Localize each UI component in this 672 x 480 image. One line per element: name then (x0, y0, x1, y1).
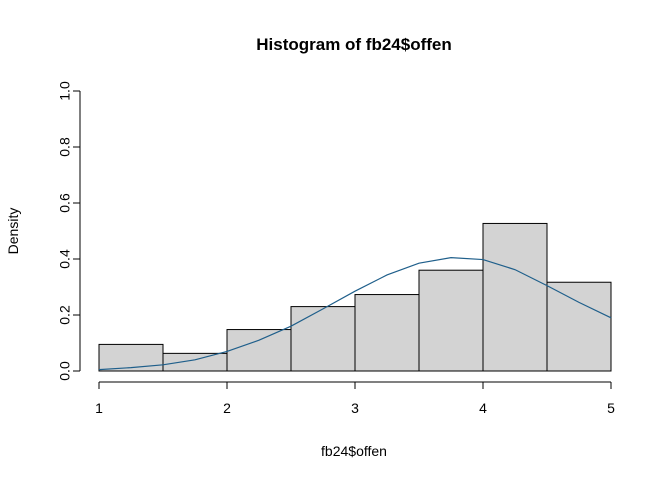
y-tick-label: 0.6 (57, 193, 73, 213)
y-tick-label: 0.8 (57, 137, 73, 157)
histogram-bar-5 (354, 294, 420, 372)
histogram-bar-1 (98, 343, 164, 372)
y-axis-label: Density (5, 208, 21, 255)
histogram-bar-6 (418, 269, 484, 372)
y-axis: 0.0 0.2 0.4 0.6 0.8 1.0 (57, 81, 81, 381)
x-axis: 1 2 3 4 5 (95, 381, 615, 416)
x-tick-label: 5 (607, 400, 615, 416)
histogram-bars (98, 222, 612, 372)
histogram-bar-2 (162, 352, 228, 372)
x-tick-label: 4 (479, 400, 487, 416)
density-curve (98, 256, 612, 371)
y-tick-label: 0.4 (57, 249, 73, 269)
x-tick-label: 3 (351, 400, 359, 416)
y-tick-label: 1.0 (57, 81, 73, 101)
x-tick-label: 2 (223, 400, 231, 416)
x-tick-label: 1 (95, 400, 103, 416)
histogram-bar-7 (482, 222, 548, 372)
histogram-bar-4 (290, 306, 356, 372)
histogram-bar-8 (546, 281, 612, 372)
chart-title: Histogram of fb24$offen (256, 35, 452, 54)
x-axis-label: fb24$offen (321, 443, 387, 459)
histogram-bar-3 (226, 329, 292, 372)
y-tick-label: 0.0 (57, 361, 73, 381)
y-tick-label: 0.2 (57, 305, 73, 325)
